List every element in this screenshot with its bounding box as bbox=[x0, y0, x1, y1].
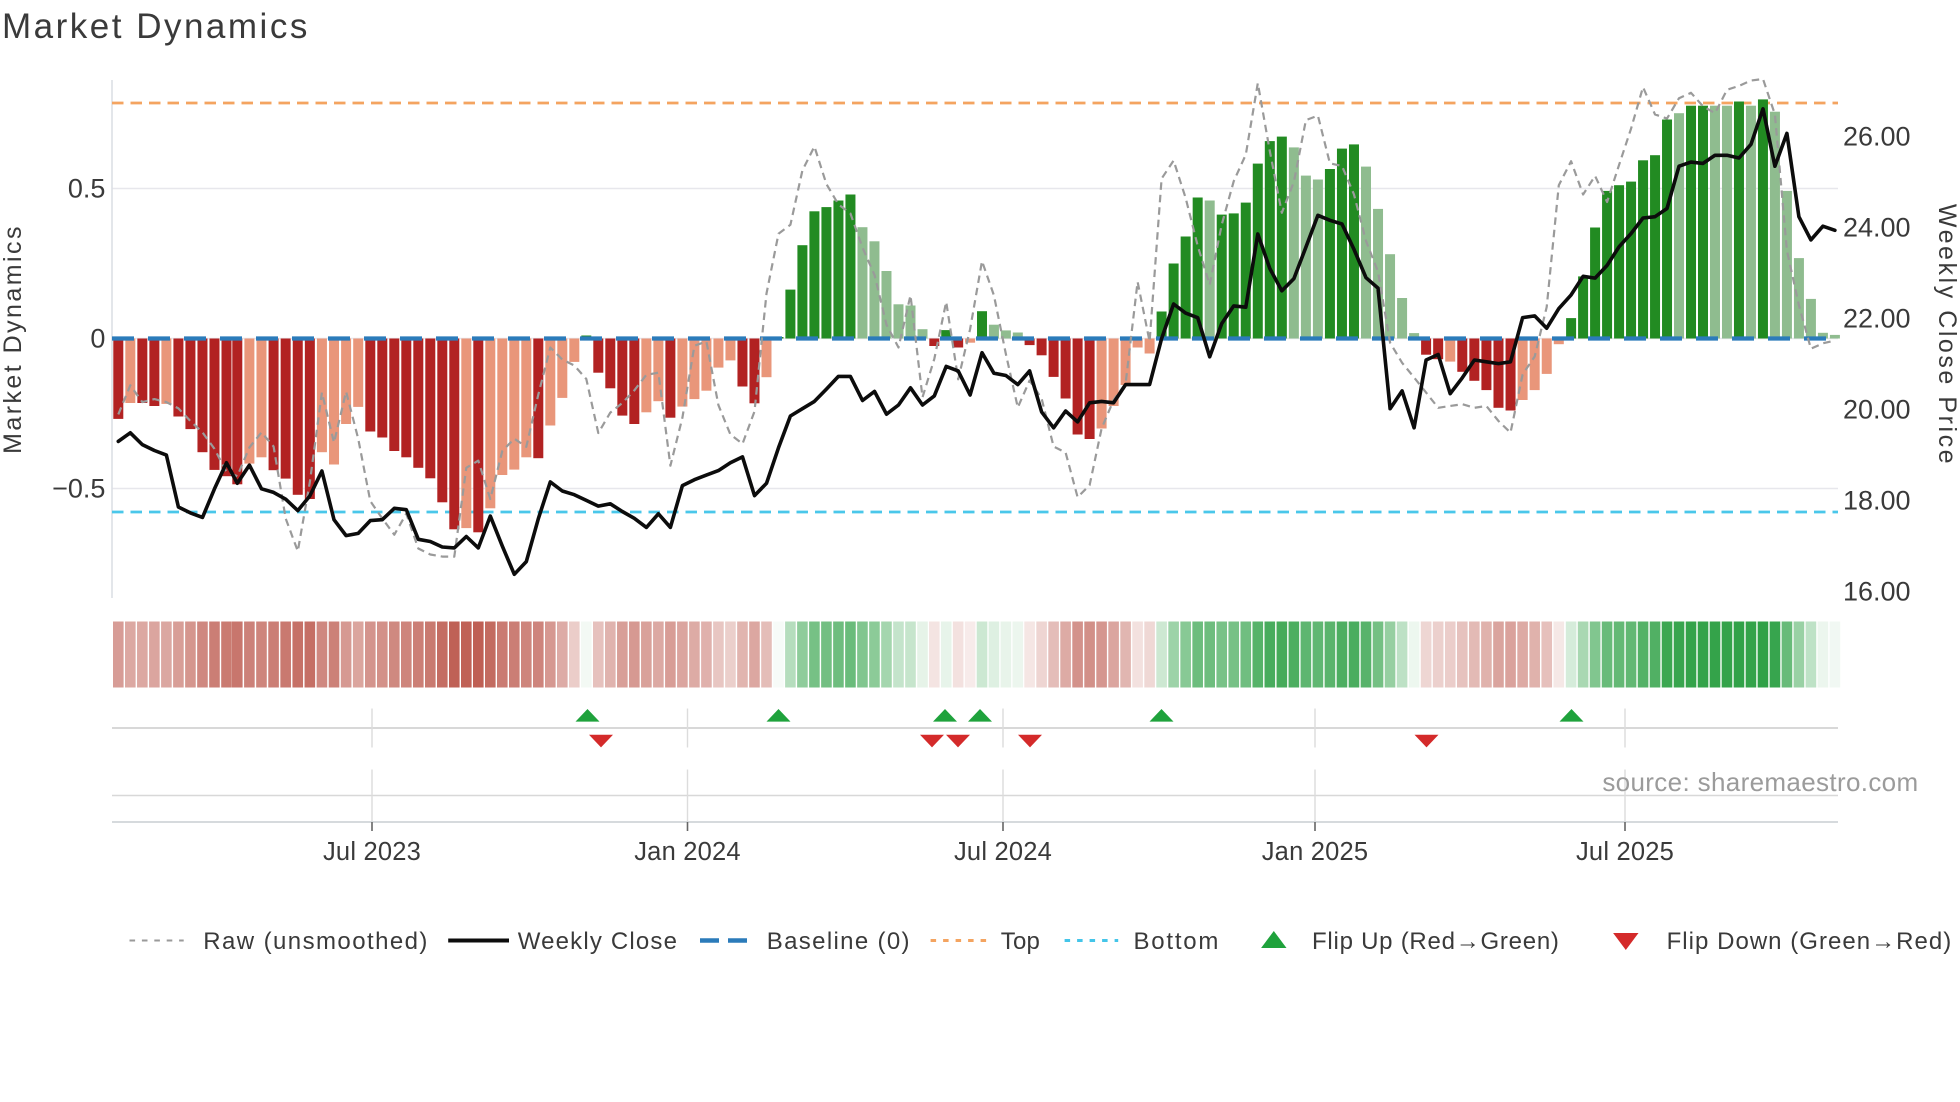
svg-text:0.5: 0.5 bbox=[68, 174, 106, 204]
svg-text:24.00: 24.00 bbox=[1843, 213, 1911, 243]
svg-text:Bottom: Bottom bbox=[1134, 928, 1221, 955]
svg-text:Top: Top bbox=[1001, 928, 1040, 955]
svg-text:Market Dynamics: Market Dynamics bbox=[2, 7, 310, 46]
svg-text:Baseline (0): Baseline (0) bbox=[767, 928, 911, 955]
svg-text:20.00: 20.00 bbox=[1843, 395, 1911, 425]
svg-text:26.00: 26.00 bbox=[1843, 122, 1911, 152]
svg-text:22.00: 22.00 bbox=[1843, 304, 1911, 334]
svg-text:Jan 2025: Jan 2025 bbox=[1262, 838, 1369, 866]
svg-text:Weekly Close: Weekly Close bbox=[518, 928, 678, 955]
svg-text:Raw (unsmoothed): Raw (unsmoothed) bbox=[203, 928, 429, 955]
svg-text:Flip Up (Red→Green): Flip Up (Red→Green) bbox=[1312, 928, 1560, 955]
svg-text:18.00: 18.00 bbox=[1843, 486, 1911, 516]
svg-text:Flip Down (Green→Red): Flip Down (Green→Red) bbox=[1667, 928, 1953, 955]
svg-text:source: sharemaestro.com: source: sharemaestro.com bbox=[1602, 767, 1918, 797]
svg-text:−0.5: −0.5 bbox=[52, 474, 105, 504]
svg-text:Jan 2024: Jan 2024 bbox=[634, 838, 741, 866]
svg-text:16.00: 16.00 bbox=[1843, 577, 1911, 607]
svg-text:Jul 2025: Jul 2025 bbox=[1576, 838, 1674, 866]
svg-text:0: 0 bbox=[90, 324, 105, 354]
svg-text:Market Dynamics: Market Dynamics bbox=[0, 224, 27, 454]
svg-text:Jul 2024: Jul 2024 bbox=[954, 838, 1052, 866]
svg-text:Jul 2023: Jul 2023 bbox=[323, 838, 421, 866]
svg-text:Weekly Close Price: Weekly Close Price bbox=[1933, 204, 1960, 466]
